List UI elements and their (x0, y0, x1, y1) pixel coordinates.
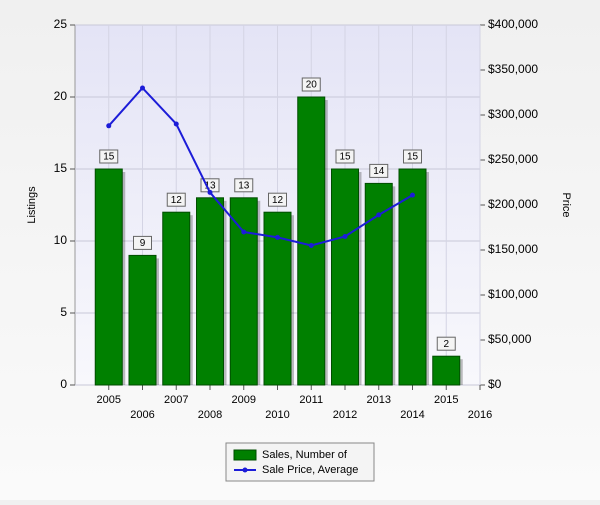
data-label-box (369, 163, 389, 178)
data-label-box (403, 149, 422, 164)
line-point (308, 243, 314, 248)
line-point (241, 229, 247, 235)
data-label: 20 (306, 80, 318, 91)
line-point (207, 189, 213, 195)
y2-tick-label: $50,000 (488, 332, 532, 346)
bar (331, 168, 359, 386)
y2-tick-label: $400,000 (488, 17, 538, 31)
bar (162, 211, 191, 386)
line-point (342, 234, 348, 239)
y-tick-label: 25 (54, 17, 68, 31)
y-tick-label: 15 (54, 161, 68, 175)
data-label: 12 (272, 195, 284, 206)
data-label: 13 (238, 180, 250, 191)
y-tick-label: 5 (60, 305, 67, 319)
data-label-box (133, 235, 152, 250)
x-tick-label: 2007 (164, 394, 188, 406)
x-tick-label: 2006 (130, 409, 154, 421)
legend-label: Sales, Number of (262, 449, 348, 461)
x-tick-label: 2014 (400, 409, 424, 421)
line-point (376, 212, 382, 218)
y2-tick-label: $250,000 (488, 152, 538, 166)
data-label: 15 (407, 152, 419, 163)
legend-swatch (233, 449, 257, 461)
data-label: 15 (103, 152, 115, 163)
bar (263, 211, 292, 386)
data-label-box (301, 77, 321, 92)
x-tick-label: 2013 (367, 394, 391, 406)
data-label-box (99, 149, 119, 164)
data-label-box (436, 336, 456, 351)
y2-tick-label: $350,000 (488, 62, 538, 76)
x-tick-label: 2008 (198, 409, 222, 421)
data-label: 2 (443, 339, 449, 350)
data-label: 15 (339, 152, 351, 163)
line-point (140, 85, 145, 91)
data-label-box (335, 149, 355, 164)
y2-tick-label: $300,000 (488, 107, 538, 121)
y2-tick-label: $200,000 (488, 197, 538, 211)
bar (297, 96, 326, 386)
legend (225, 442, 375, 482)
bar (398, 168, 427, 386)
y2-tick-label: $0 (488, 377, 502, 391)
data-label-box (234, 178, 254, 193)
data-label-box (166, 192, 186, 207)
data-label: 13 (204, 180, 216, 191)
y2-axis-label: Price (560, 192, 572, 217)
data-label-box (268, 192, 287, 207)
line-point (410, 192, 415, 198)
x-tick-label: 2010 (265, 409, 289, 421)
bar (128, 254, 157, 386)
y-tick-label: 0 (60, 377, 67, 391)
legend-label: Sale Price, Average (262, 464, 358, 476)
line-point (275, 234, 280, 240)
x-tick-label: 2009 (232, 394, 256, 406)
line-point (173, 121, 179, 127)
legend-swatch (242, 467, 248, 473)
x-tick-label: 2005 (97, 394, 121, 406)
x-tick-label: 2011 (299, 394, 323, 406)
bar (432, 355, 461, 386)
y2-tick-label: $150,000 (488, 242, 538, 256)
data-label: 9 (140, 238, 146, 249)
line (108, 86, 414, 247)
y-axis-label: Listings (26, 186, 38, 224)
y-tick-label: 10 (54, 233, 68, 247)
line-point (106, 123, 112, 129)
y-tick-label: 20 (54, 89, 68, 103)
y2-tick-label: $100,000 (488, 287, 538, 301)
bar (196, 197, 224, 386)
bar (229, 197, 258, 386)
x-tick-label: 2015 (434, 394, 458, 406)
x-tick-label: 2012 (333, 409, 357, 421)
data-label: 12 (171, 195, 183, 206)
bar (94, 168, 123, 386)
data-label: 14 (373, 166, 385, 177)
x-tick-label: 2016 (468, 409, 492, 421)
